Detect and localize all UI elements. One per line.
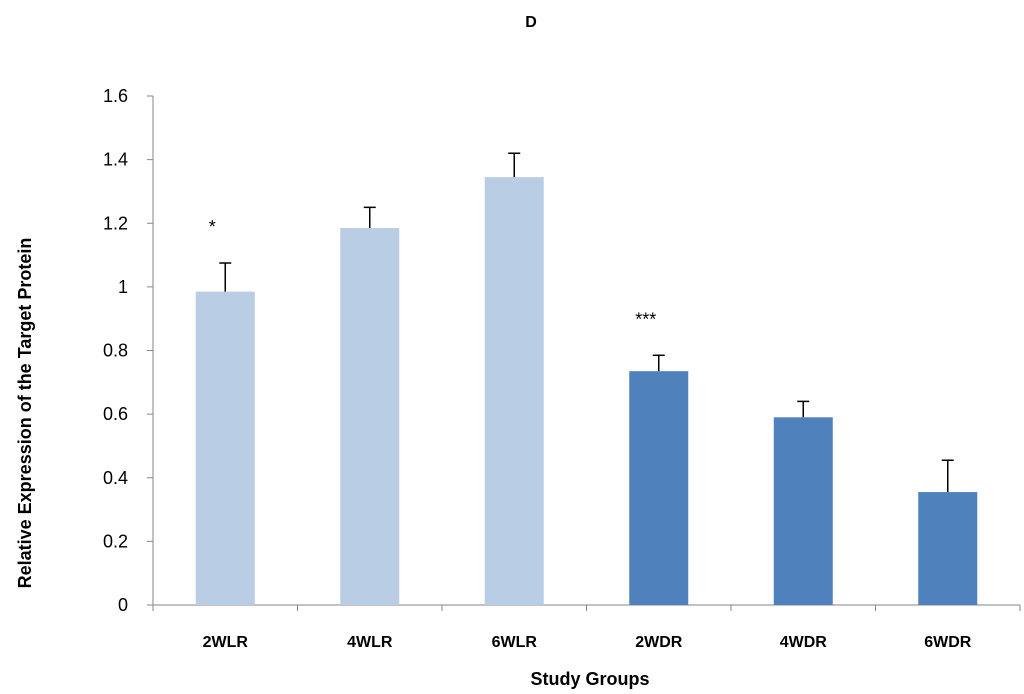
bar	[918, 492, 978, 605]
x-tick-label: 6WLR	[492, 634, 538, 651]
x-tick-label: 6WDR	[924, 634, 972, 651]
chart-title: D	[525, 14, 537, 31]
bar	[629, 371, 689, 605]
x-tick-label: 4WLR	[347, 634, 393, 651]
y-tick-label: 0	[118, 595, 128, 615]
x-tick-label: 4WDR	[780, 634, 828, 651]
x-axis-title: Study Groups	[530, 669, 649, 689]
y-tick-label: 1	[118, 277, 128, 297]
y-tick-label: 0.6	[103, 404, 128, 424]
y-tick-label: 1.6	[103, 86, 128, 106]
y-axis-title: Relative Expression of the Target Protei…	[15, 238, 35, 589]
y-tick-label: 1.2	[103, 213, 128, 233]
bar	[340, 228, 400, 605]
x-tick-label: 2WLR	[203, 634, 249, 651]
y-tick-label: 0.2	[103, 531, 128, 551]
y-tick-label: 1.4	[103, 150, 128, 170]
bar	[195, 291, 255, 605]
y-tick-label: 0.4	[103, 468, 128, 488]
significance-annotation: *	[209, 217, 216, 237]
significance-annotation: ***	[635, 309, 656, 329]
plot-area: 0 0.2 0.4 0.6 0.8 1 1.2 1.4 1.6 2WLR * 4WLR 6WLR 2WDR…	[103, 86, 1021, 651]
bar	[484, 177, 544, 605]
x-tick-label: 2WDR	[635, 634, 683, 651]
bar	[773, 417, 833, 605]
y-tick-label: 0.8	[103, 341, 128, 361]
